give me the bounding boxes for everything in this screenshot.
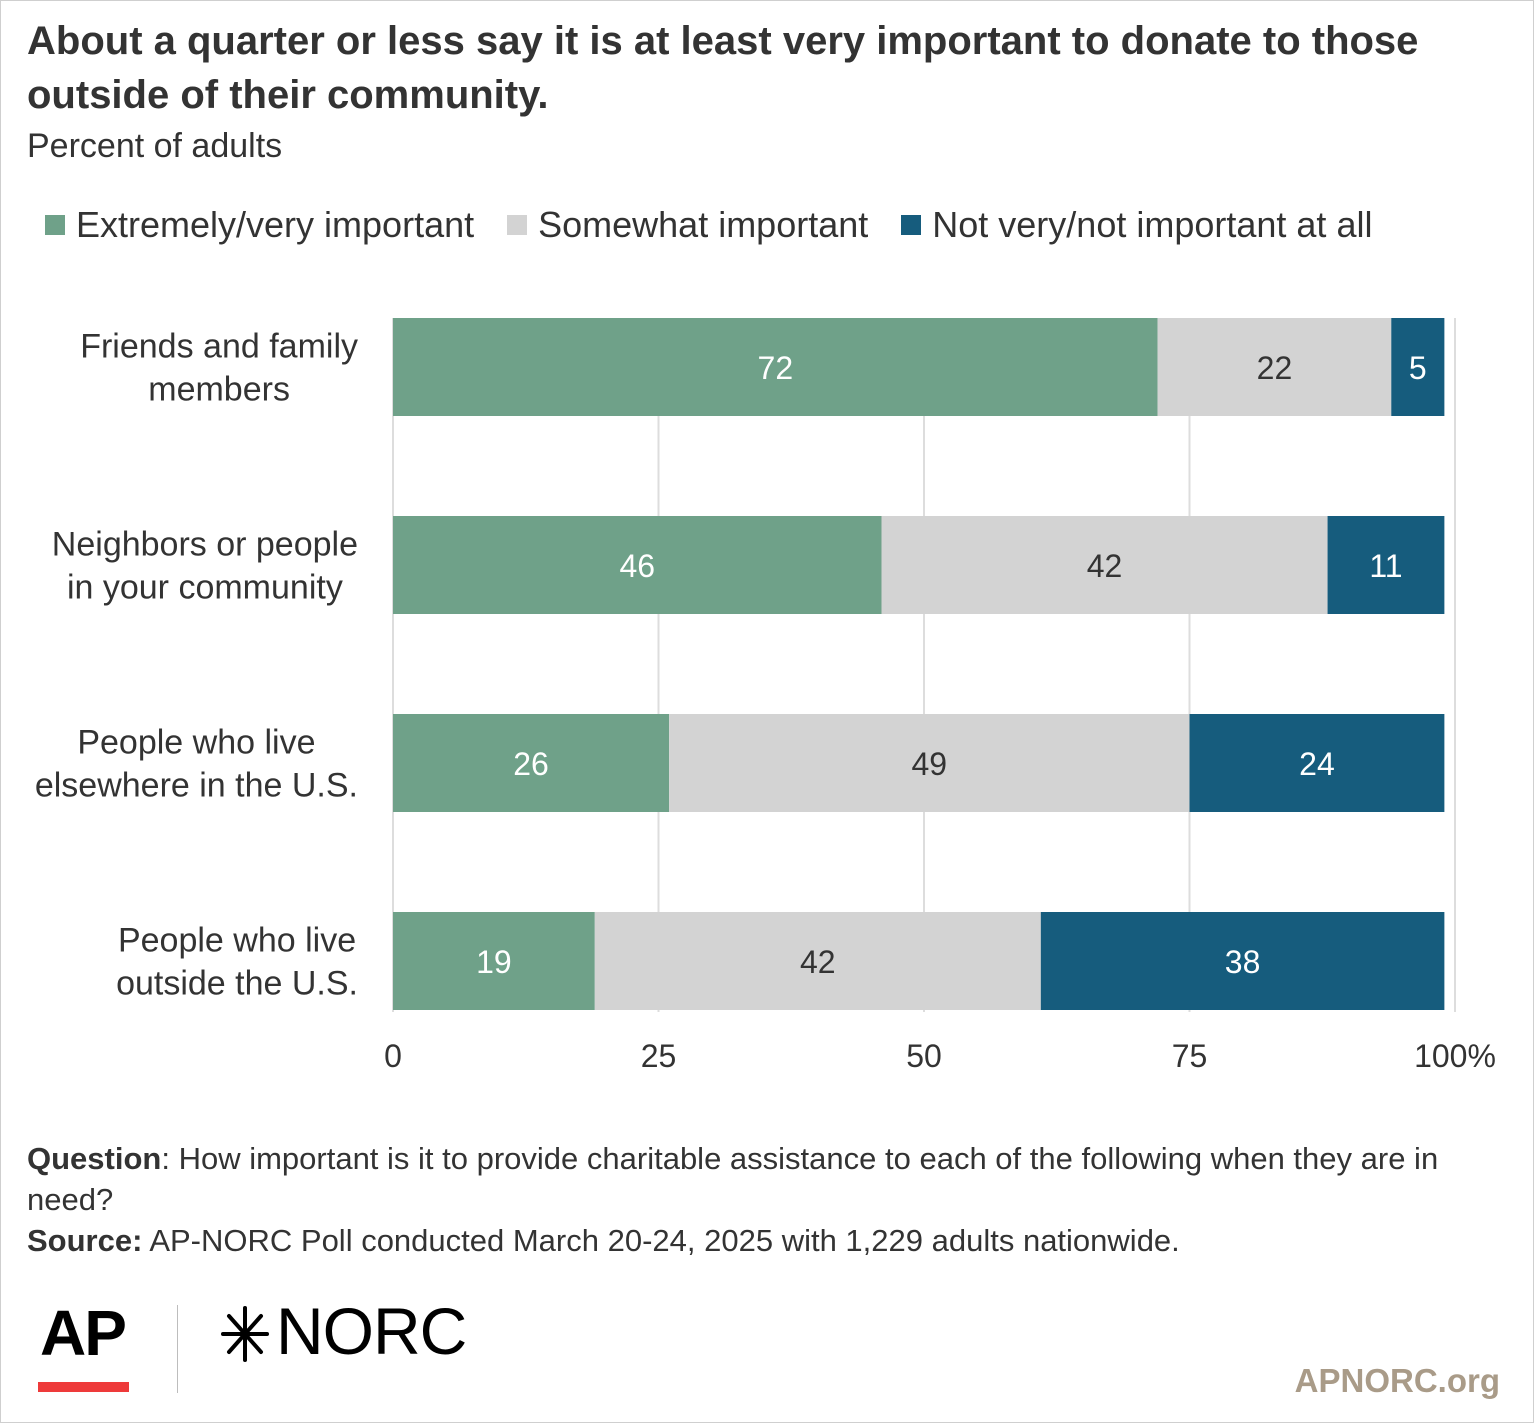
- category-label-3-0: People who live: [118, 922, 356, 960]
- x-tick-label-4: 100%: [1414, 1038, 1496, 1074]
- bar-segment-0-1: [1157, 318, 1392, 416]
- legend-label-somewhat: Somewhat important: [538, 204, 869, 245]
- legend-label-extremely-very: Extremely/very important: [76, 204, 475, 245]
- category-label-0-1: members: [148, 371, 290, 409]
- chart-footer: Question: How important is it to provide…: [27, 1138, 1507, 1261]
- data-label-3-0: 19: [476, 944, 512, 980]
- legend-label-not-important: Not very/not important at all: [932, 204, 1373, 245]
- stacked-bar-chart: 72 22 5 Friends and family members 46 42 11 Neig…: [35, 318, 1496, 1074]
- data-label-2-1: 49: [912, 746, 948, 782]
- legend-item-extremely-very: Extremely/very important: [45, 204, 474, 246]
- chart-title: About a quarter or less say it is at lea…: [27, 19, 1419, 117]
- bar-segment-0-2: [1391, 318, 1445, 416]
- norc-star-icon: [221, 1306, 269, 1362]
- ap-logo-underline: [38, 1382, 129, 1392]
- data-label-0-2: 5: [1409, 350, 1427, 386]
- bar-segment-1-2: [1327, 516, 1445, 614]
- bar-segment-2-2: [1189, 714, 1445, 812]
- legend-swatch-not-important: [901, 215, 922, 235]
- data-label-2-2: 24: [1299, 746, 1335, 782]
- category-label-0-0: Friends and family: [80, 328, 358, 366]
- source-label: Source:: [27, 1223, 143, 1258]
- data-label-1-2: 11: [1369, 548, 1402, 584]
- question-text: : How important is it to provide charita…: [27, 1141, 1439, 1217]
- chart-subtitle: Percent of adults: [27, 127, 283, 165]
- site-link: APNORC.org: [1294, 1362, 1500, 1399]
- legend-swatch-extremely-very: [45, 215, 65, 235]
- category-label-2-1: elsewhere in the U.S.: [35, 767, 358, 805]
- source-text: AP-NORC Poll conducted March 20-24, 2025…: [142, 1223, 1180, 1258]
- question-note: Question: How important is it to provide…: [27, 1138, 1507, 1220]
- bar-segment-2-0: [393, 714, 670, 812]
- bar-segment-2-1: [669, 714, 1190, 812]
- question-label: Question: [27, 1141, 162, 1176]
- bar-segment-3-2: [1040, 912, 1445, 1010]
- category-label-1-1: in your community: [67, 569, 343, 607]
- x-tick-label-1: 25: [641, 1038, 677, 1074]
- x-tick-label-2: 50: [906, 1038, 942, 1074]
- legend: Extremely/very important Somewhat import…: [45, 202, 1405, 248]
- data-label-0-0: 72: [758, 350, 794, 386]
- bar-segment-3-1: [594, 912, 1041, 1010]
- x-tick-label-3: 75: [1172, 1038, 1208, 1074]
- data-label-3-1: 42: [800, 944, 836, 980]
- legend-swatch-somewhat: [507, 215, 528, 235]
- norc-logo: NORC: [276, 1294, 467, 1368]
- data-label-3-2: 38: [1225, 944, 1261, 980]
- bar-segment-1-0: [393, 516, 882, 614]
- logo-divider: [177, 1305, 178, 1393]
- data-label-2-0: 26: [513, 746, 549, 782]
- bar-segment-1-1: [881, 516, 1328, 614]
- data-label-1-1: 42: [1087, 548, 1123, 584]
- source-note: Source: AP-NORC Poll conducted March 20-…: [27, 1220, 1507, 1261]
- ap-logo: AP: [40, 1297, 127, 1369]
- x-tick-label-0: 0: [384, 1038, 402, 1074]
- legend-item-not-important: Not very/not important at all: [901, 204, 1372, 246]
- category-label-3-1: outside the U.S.: [116, 965, 358, 1003]
- bar-segment-0-0: [393, 318, 1158, 416]
- legend-item-somewhat: Somewhat important: [507, 204, 868, 246]
- bar-segment-3-0: [393, 912, 595, 1010]
- category-label-1-0: Neighbors or people: [52, 526, 358, 564]
- data-label-1-0: 46: [619, 548, 655, 584]
- category-label-2-0: People who live: [77, 724, 315, 762]
- data-label-0-1: 22: [1257, 350, 1293, 386]
